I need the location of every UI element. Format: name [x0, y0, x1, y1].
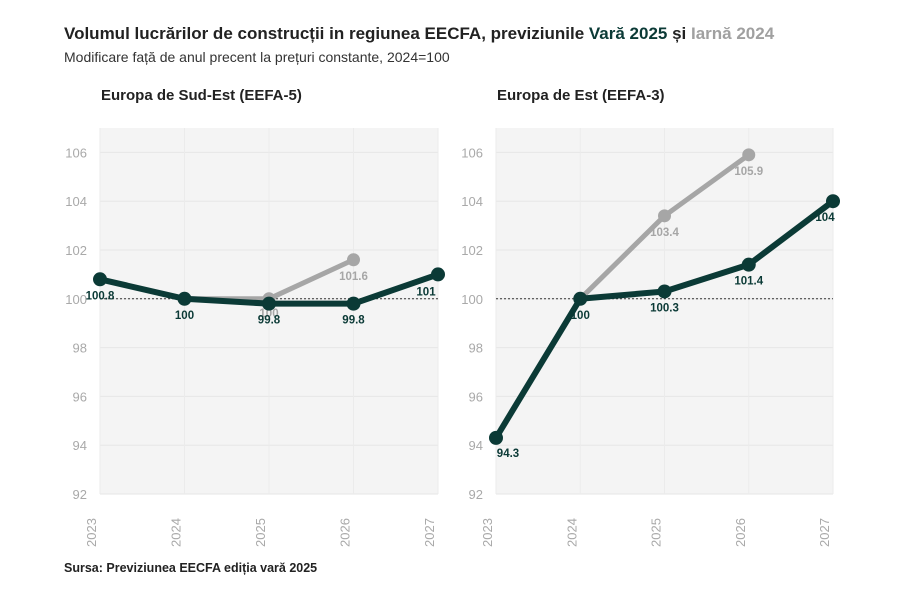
x-tick-label-e-2027: 2027: [817, 518, 832, 547]
point-e-winter-2026: [742, 148, 756, 162]
y-tick-label-e-102: 102: [461, 243, 483, 258]
chart-subtitle: Modificare față de anul precent la prețu…: [64, 49, 450, 65]
x-tick-label-e-2023: 2023: [480, 518, 495, 547]
point-e-summer-2023: [489, 430, 503, 445]
point-se-summer-2026: [346, 296, 361, 311]
data-label-e-winter-2025: 103.4: [650, 227, 679, 239]
data-label-se-winter-2026: 101.6: [339, 271, 368, 283]
y-tick-label-se-106: 106: [65, 145, 87, 160]
data-label-se-summer-2024: 100: [175, 310, 194, 322]
y-tick-label-se-100: 100: [65, 292, 87, 307]
y-tick-label-se-92: 92: [73, 487, 87, 502]
y-tick-label-e-96: 96: [469, 389, 483, 404]
data-label-se-winter-2025: 100: [259, 308, 278, 320]
panel-title-east: Europa de Est (EEFA-3): [497, 87, 665, 104]
x-tick-label-se-2023: 2023: [84, 518, 99, 547]
y-tick-label-e-98: 98: [469, 341, 483, 356]
data-label-e-summer-2024: 100: [571, 310, 590, 322]
x-tick-label-se-2027: 2027: [422, 518, 437, 547]
panel-title-south-east: Europa de Sud-Est (EEFA-5): [101, 87, 302, 104]
point-se-summer-2024: [177, 291, 192, 306]
data-label-se-summer-2023: 100.8: [86, 290, 115, 302]
data-label-e-summer-2026: 101.4: [734, 276, 763, 288]
point-e-summer-2026: [741, 257, 756, 272]
x-tick-label-e-2025: 2025: [649, 518, 664, 547]
y-tick-label-se-102: 102: [65, 243, 87, 258]
x-tick-label-se-2026: 2026: [338, 518, 353, 547]
point-e-winter-2025: [658, 209, 671, 223]
x-tick-label-se-2025: 2025: [253, 518, 268, 547]
data-label-e-summer-2025: 100.3: [650, 302, 679, 314]
data-label-se-summer-2026: 99.8: [342, 315, 365, 327]
data-label-e-summer-2027: 104: [815, 212, 835, 224]
chart-title: Volumul lucrărilor de construcții in reg…: [64, 24, 775, 43]
data-label-e-summer-2023: 94.3: [497, 448, 519, 460]
title-series-summer: Vară 2025: [588, 24, 668, 43]
y-tick-label-e-92: 92: [469, 487, 483, 502]
data-label-e-winter-2026: 105.9: [734, 166, 763, 178]
y-tick-label-se-98: 98: [73, 341, 87, 356]
point-e-summer-2027: [826, 194, 840, 209]
x-tick-label-e-2026: 2026: [733, 518, 748, 547]
y-tick-label-se-104: 104: [65, 194, 87, 209]
y-tick-label-e-104: 104: [461, 194, 483, 209]
point-e-summer-2024: [573, 291, 588, 306]
data-label-se-summer-2027: 101: [416, 286, 436, 298]
point-se-winter-2026: [347, 253, 360, 267]
point-se-summer-2023: [93, 272, 107, 287]
data-label-se-summer-2025: 99.8: [258, 315, 281, 327]
y-tick-label-e-106: 106: [461, 145, 483, 160]
source-note: Sursa: Previziunea EECFA ediția vară 202…: [64, 561, 318, 575]
x-tick-label-se-2024: 2024: [169, 518, 184, 547]
y-tick-label-e-100: 100: [461, 292, 483, 307]
point-se-summer-2027: [431, 267, 445, 282]
y-tick-label-se-96: 96: [73, 389, 87, 404]
y-tick-label-e-94: 94: [469, 438, 483, 453]
x-tick-label-e-2024: 2024: [564, 518, 579, 547]
point-se-summer-2025: [262, 296, 276, 311]
y-tick-label-se-94: 94: [73, 438, 87, 453]
point-e-summer-2025: [657, 284, 672, 299]
title-series-winter: Iarnă 2024: [691, 24, 775, 43]
